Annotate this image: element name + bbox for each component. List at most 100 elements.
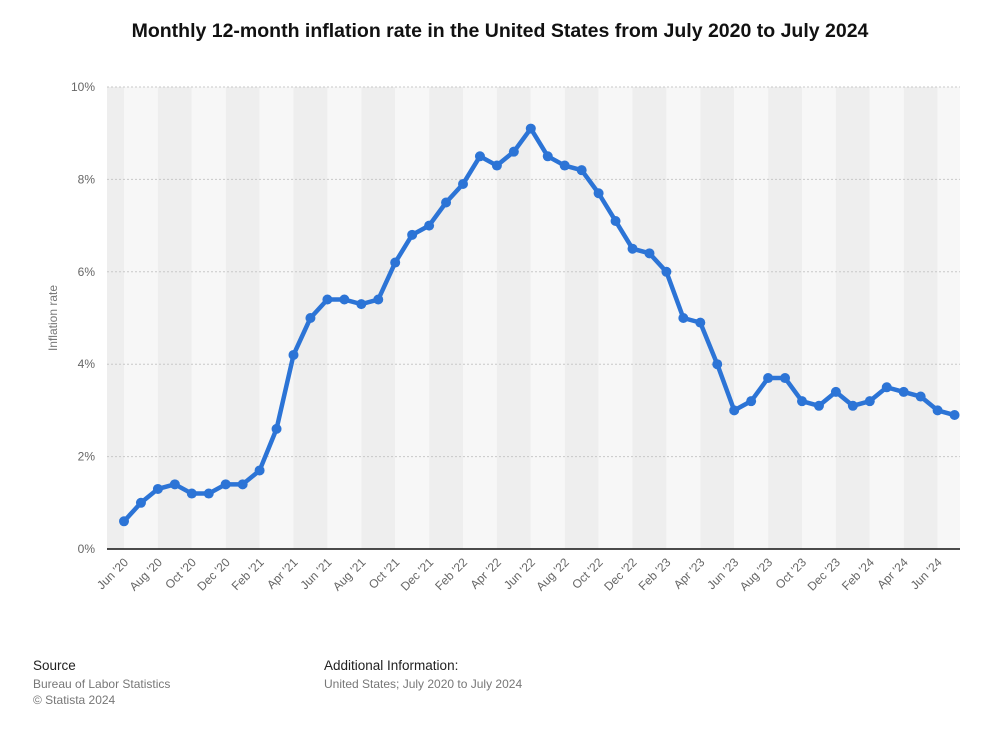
data-point[interactable]	[424, 220, 435, 231]
background-band	[598, 87, 633, 549]
x-tick-label: Oct '21	[366, 555, 403, 592]
x-tick-label: Aug '21	[330, 555, 369, 594]
data-point[interactable]	[441, 197, 452, 208]
data-point[interactable]	[746, 396, 757, 407]
data-point[interactable]	[458, 179, 468, 190]
background-band	[869, 87, 904, 549]
x-tick-label: Feb '23	[636, 555, 674, 593]
data-point[interactable]	[186, 488, 197, 499]
y-tick-label: 2%	[78, 450, 96, 464]
background-band	[903, 87, 938, 549]
x-tick-label: Jun '24	[908, 555, 945, 592]
chart-title: Monthly 12-month inflation rate in the U…	[131, 20, 869, 42]
data-point[interactable]	[678, 313, 689, 323]
data-point[interactable]	[356, 299, 367, 310]
data-point[interactable]	[813, 400, 824, 411]
data-point[interactable]	[491, 160, 502, 171]
data-point[interactable]	[373, 294, 384, 305]
background-band	[768, 87, 802, 549]
data-point[interactable]	[559, 160, 570, 171]
x-tick-label: Feb '22	[432, 555, 470, 593]
background-band	[734, 87, 769, 549]
background-band	[496, 87, 531, 549]
background-band	[157, 87, 192, 549]
copyright: © Statista 2024	[33, 693, 116, 707]
background-band	[395, 87, 430, 549]
y-tick-label: 4%	[78, 357, 96, 371]
data-point[interactable]	[542, 151, 553, 162]
x-tick-label: Oct '20	[162, 555, 199, 592]
data-point[interactable]	[203, 488, 214, 499]
data-point[interactable]	[220, 479, 231, 490]
y-tick-label: 0%	[78, 542, 96, 556]
data-point[interactable]	[610, 215, 621, 226]
x-tick-label: Dec '23	[805, 555, 844, 594]
x-tick-label: Feb '21	[229, 555, 267, 593]
data-point[interactable]	[474, 151, 485, 162]
x-tick-label: Apr '21	[264, 555, 301, 592]
data-point[interactable]	[407, 229, 418, 240]
source-name[interactable]: Bureau of Labor Statistics	[33, 677, 171, 691]
data-point[interactable]	[627, 243, 638, 254]
data-point[interactable]	[237, 479, 248, 490]
x-tick-label: Apr '24	[874, 555, 911, 592]
data-point[interactable]	[254, 465, 265, 476]
data-point[interactable]	[305, 313, 316, 323]
data-point[interactable]	[847, 400, 858, 411]
background-bands	[107, 87, 960, 549]
data-point[interactable]	[288, 349, 299, 360]
background-band	[259, 87, 294, 549]
x-tick-label: Jun '20	[94, 555, 131, 592]
data-point[interactable]	[508, 146, 519, 157]
data-point[interactable]	[864, 396, 875, 407]
background-band	[225, 87, 260, 549]
data-point[interactable]	[898, 386, 909, 397]
background-band	[632, 87, 667, 549]
data-point[interactable]	[932, 405, 943, 416]
x-tick-label: Apr '22	[467, 555, 504, 592]
additional-info-heading: Additional Information:	[324, 658, 459, 673]
data-point[interactable]	[661, 266, 672, 277]
data-point[interactable]	[780, 373, 791, 384]
source-heading: Source	[33, 658, 76, 673]
x-tick-label: Jun '21	[298, 555, 335, 592]
y-axis-label: Inflation rate	[46, 285, 60, 351]
background-band	[700, 87, 735, 549]
x-tick-label: Aug '20	[127, 555, 166, 594]
data-point[interactable]	[729, 405, 740, 416]
x-tick-label: Oct '23	[773, 555, 810, 592]
data-point[interactable]	[271, 423, 282, 434]
data-point[interactable]	[152, 483, 163, 494]
data-point[interactable]	[576, 165, 587, 176]
data-point[interactable]	[830, 386, 841, 397]
data-point[interactable]	[322, 294, 333, 305]
background-band	[835, 87, 870, 549]
y-axis-ticks: 0% 2% 4% 6% 8% 10%	[71, 80, 95, 556]
data-point[interactable]	[390, 257, 401, 268]
y-tick-label: 8%	[78, 172, 96, 186]
data-point[interactable]	[525, 123, 536, 134]
x-tick-label: Dec '20	[194, 555, 233, 594]
x-tick-label: Apr '23	[671, 555, 708, 592]
x-tick-label: Aug '22	[533, 555, 572, 594]
data-point[interactable]	[339, 294, 350, 305]
background-band	[802, 87, 836, 549]
data-point[interactable]	[593, 188, 604, 199]
data-point[interactable]	[644, 248, 655, 259]
data-point[interactable]	[135, 497, 146, 508]
data-point[interactable]	[915, 391, 926, 402]
background-band	[564, 87, 599, 549]
data-point[interactable]	[712, 359, 723, 370]
background-band	[107, 87, 124, 549]
data-point[interactable]	[763, 373, 774, 384]
data-point[interactable]	[797, 396, 807, 407]
data-point[interactable]	[695, 317, 706, 328]
data-point[interactable]	[949, 410, 960, 421]
data-point[interactable]	[169, 479, 180, 490]
data-point[interactable]	[119, 516, 129, 527]
data-point[interactable]	[881, 382, 892, 393]
additional-info-text: United States; July 2020 to July 2024	[324, 677, 523, 691]
additional-info-block: Additional Information: United States; J…	[324, 658, 522, 692]
